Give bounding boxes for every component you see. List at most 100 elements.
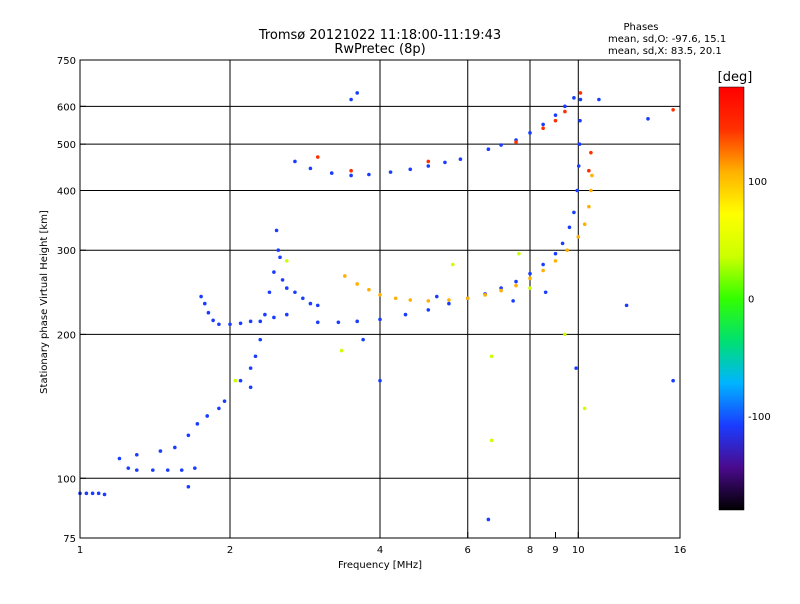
data-point (267, 290, 272, 295)
data-point (541, 262, 545, 267)
data-point (217, 322, 221, 327)
y-tick-label: 400 (57, 186, 76, 197)
data-point (426, 159, 431, 164)
data-point (134, 452, 139, 457)
colorbar-unit: [deg] (718, 70, 753, 85)
data-point (222, 399, 227, 403)
data-points (78, 91, 675, 522)
colorbar-tick-label: 100 (748, 177, 767, 188)
data-point (575, 188, 580, 193)
data-point (541, 268, 545, 273)
y-tick-label: 75 (63, 534, 76, 545)
data-point (514, 140, 518, 144)
data-point (186, 484, 191, 489)
data-point (367, 172, 371, 177)
x-tick-label: 10 (572, 545, 585, 556)
chart-title: Tromsø 20121022 11:18:00-11:19:43 (258, 28, 501, 43)
data-point (578, 97, 583, 102)
data-point (671, 108, 675, 112)
data-point (572, 96, 576, 100)
data-point (499, 288, 503, 293)
data-point (278, 255, 282, 260)
data-point (434, 294, 439, 299)
data-point (151, 468, 155, 472)
data-point (205, 414, 209, 418)
y-tick-label: 200 (57, 330, 76, 341)
data-point (582, 222, 587, 227)
data-point (336, 320, 341, 325)
data-point (202, 301, 207, 306)
data-point (514, 283, 518, 288)
data-point (343, 274, 347, 278)
data-point (572, 210, 576, 215)
data-point (451, 262, 455, 267)
data-point (563, 109, 567, 114)
data-point (272, 315, 276, 320)
data-point (315, 155, 320, 159)
data-point (248, 366, 253, 370)
data-point (165, 468, 170, 472)
x-tick-label: 4 (377, 545, 383, 556)
data-point (447, 298, 451, 302)
data-point (578, 91, 583, 95)
data-point (543, 290, 548, 295)
data-point (173, 445, 177, 450)
data-point (253, 354, 258, 359)
y-axis-label: Stationary phase Virtual Height [km] (39, 210, 50, 394)
data-point (284, 286, 289, 290)
data-point (408, 298, 413, 302)
data-point (589, 188, 593, 193)
data-point (541, 126, 545, 130)
data-point (179, 468, 184, 472)
data-point (238, 321, 243, 326)
data-point (499, 286, 503, 290)
data-point (489, 438, 494, 443)
data-point (102, 492, 107, 497)
data-point (590, 173, 594, 178)
data-point (511, 299, 515, 303)
x-tick-label: 8 (527, 545, 533, 556)
data-point (576, 235, 581, 239)
data-point (378, 293, 382, 297)
x-axis-ticks: 1 2 4 6 8 9 10 16 (77, 532, 686, 556)
data-point (553, 118, 558, 123)
data-point (248, 385, 253, 390)
data-point (90, 491, 95, 496)
data-point (528, 271, 532, 276)
x-tick-label: 1 (77, 545, 83, 556)
data-point (541, 122, 545, 127)
data-point (486, 517, 491, 522)
data-point (499, 143, 503, 147)
data-point (329, 171, 334, 175)
data-point (597, 97, 601, 102)
data-point (195, 422, 200, 426)
data-point (489, 354, 494, 359)
data-point (258, 319, 263, 324)
data-point (280, 278, 285, 282)
data-point (624, 303, 629, 308)
data-point (355, 91, 359, 95)
data-point (486, 147, 491, 152)
data-point (567, 225, 572, 230)
data-point (361, 337, 365, 342)
data-point (671, 378, 675, 383)
data-point (284, 259, 289, 263)
data-point (228, 322, 232, 327)
data-point (483, 293, 487, 297)
data-point (276, 248, 281, 253)
data-point (126, 466, 131, 470)
x-tick-label: 9 (552, 545, 558, 556)
colorbar-tick-label: -100 (748, 412, 771, 423)
data-point (378, 317, 382, 322)
data-point (355, 282, 359, 286)
data-point (193, 466, 197, 470)
data-point (339, 348, 344, 353)
x-tick-label: 6 (465, 545, 471, 556)
x-tick-label: 2 (227, 545, 233, 556)
colorbar-ticks: 100 0 -100 (748, 177, 771, 423)
data-point (528, 286, 532, 290)
data-point (408, 167, 413, 172)
data-point (578, 118, 582, 123)
data-point (563, 332, 567, 337)
